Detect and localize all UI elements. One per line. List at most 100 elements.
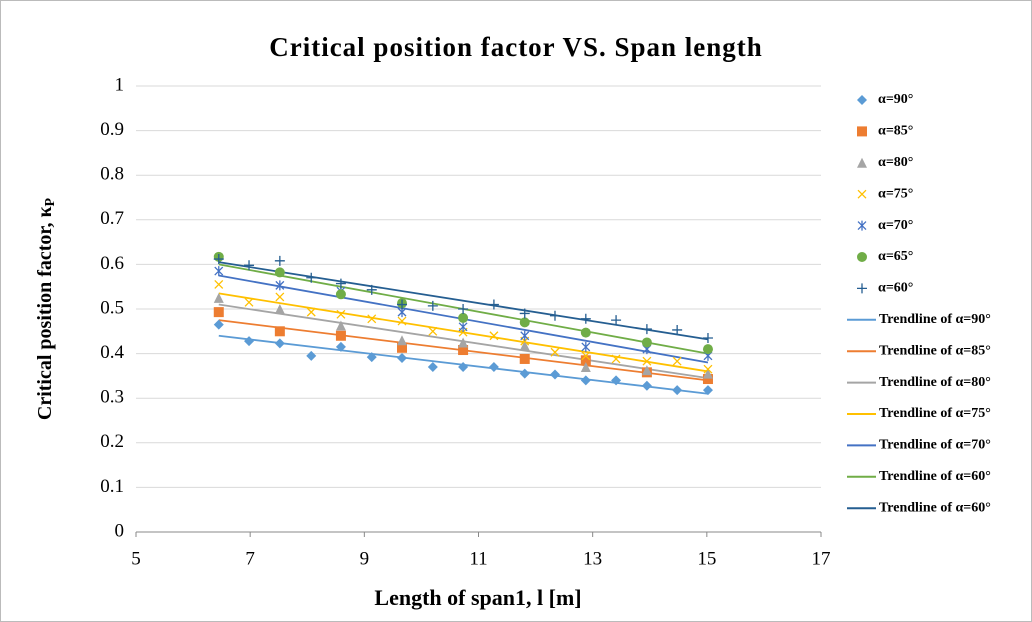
point: [458, 312, 469, 323]
legend-label: Trendline of α=90°: [879, 312, 991, 327]
point: [550, 347, 560, 357]
point: [458, 361, 469, 372]
point: [641, 380, 652, 391]
x-tick-label: 17: [812, 548, 831, 569]
point: [244, 297, 254, 307]
legend-label: α=70°: [878, 218, 913, 233]
point: [702, 385, 713, 396]
x-tick-label: 13: [583, 548, 602, 569]
legend-label: Trendline of α=80°: [879, 375, 991, 390]
y-axis-label-sub: P: [43, 197, 58, 206]
legend-label: α=85°: [878, 124, 913, 139]
point: [366, 284, 377, 295]
point: [672, 385, 683, 396]
legend-marker: [857, 189, 867, 199]
y-tick-label: 0: [115, 520, 125, 541]
point: [214, 280, 224, 289]
legend-marker: [857, 252, 867, 262]
point: [213, 307, 224, 318]
y-tick-label: 0.4: [100, 342, 124, 363]
point: [306, 350, 317, 361]
point: [336, 309, 346, 319]
point: [397, 299, 408, 310]
point: [641, 337, 652, 348]
point: [642, 356, 652, 366]
y-tick-label: 1: [115, 74, 125, 95]
legend-label: α=75°: [878, 186, 913, 201]
point: [580, 313, 591, 324]
y-axis-label-main: Critical position factor, κ: [34, 206, 56, 420]
trendline: [218, 261, 709, 341]
y-tick-label: 0.7: [100, 208, 124, 229]
legend-marker: [857, 283, 867, 294]
chart-title: Critical position factor VS. Span length: [269, 32, 763, 62]
point: [427, 361, 438, 372]
point: [641, 324, 652, 335]
point: [580, 375, 591, 386]
point: [397, 316, 407, 326]
point: [520, 330, 530, 341]
y-tick-label: 0.2: [100, 431, 124, 452]
point: [306, 272, 317, 283]
point: [458, 337, 469, 348]
point: [458, 304, 469, 314]
point: [274, 267, 285, 278]
point: [213, 292, 224, 303]
y-tick-label: 0.5: [100, 297, 124, 318]
point: [519, 317, 530, 328]
point: [335, 289, 346, 300]
y-tick-label: 0.9: [100, 119, 124, 140]
legend-label: Trendline of α=75°: [879, 406, 991, 421]
legend-label: α=60°: [878, 281, 913, 296]
point: [611, 375, 622, 386]
point: [488, 299, 499, 310]
legend-label: Trendline of α=85°: [879, 343, 991, 358]
point: [641, 365, 652, 376]
legend-label: α=80°: [878, 155, 913, 170]
legend-label: α=65°: [878, 249, 913, 264]
legend-label: Trendline of α=70°: [879, 438, 991, 453]
point: [274, 338, 285, 349]
legend-marker: [857, 126, 867, 137]
point: [274, 255, 285, 266]
point: [214, 266, 224, 277]
point: [335, 278, 346, 289]
x-tick-label: 5: [131, 548, 141, 569]
point: [581, 351, 591, 361]
point: [458, 345, 469, 356]
point: [274, 304, 285, 314]
point: [519, 353, 530, 364]
point: [244, 260, 255, 271]
point: [367, 314, 377, 324]
legend-label: α=90°: [878, 92, 913, 107]
point: [580, 355, 591, 366]
legend-label: Trendline of α=60°: [879, 469, 991, 484]
point: [549, 369, 560, 380]
point: [703, 364, 713, 374]
point: [580, 327, 591, 338]
point: [611, 354, 621, 364]
x-tick-label: 7: [245, 548, 255, 569]
point: [428, 326, 438, 336]
point: [366, 352, 377, 363]
point: [519, 368, 530, 379]
point: [213, 319, 224, 330]
point: [397, 353, 408, 364]
point: [488, 361, 499, 372]
point: [335, 341, 346, 352]
point: [580, 361, 591, 372]
y-tick-label: 0.3: [100, 387, 124, 408]
point: [213, 254, 224, 265]
point: [702, 374, 713, 385]
point: [397, 342, 408, 353]
point: [702, 332, 713, 343]
x-axis-label: Length of span1, l [m]: [374, 585, 581, 610]
point: [306, 307, 316, 317]
point: [611, 315, 622, 326]
x-tick-label: 9: [360, 548, 370, 569]
legend-marker: [857, 220, 867, 231]
point: [489, 331, 499, 341]
point: [244, 336, 255, 347]
point: [519, 340, 530, 351]
